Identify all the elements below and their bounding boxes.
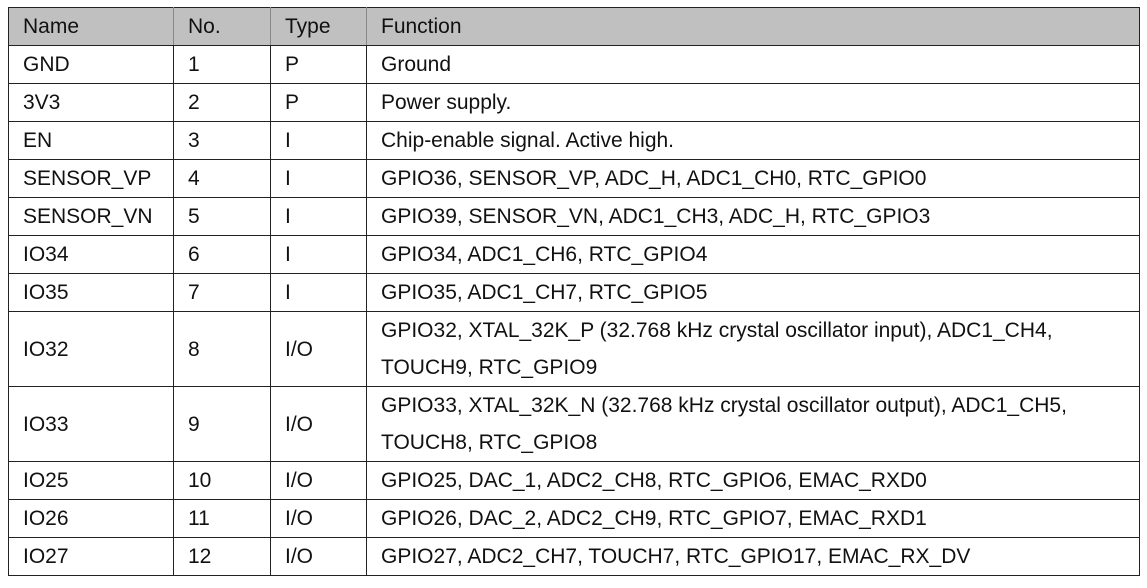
cell-no: 7 bbox=[173, 273, 271, 312]
header-row: Name No. Type Function bbox=[8, 7, 1140, 46]
cell-name: GND bbox=[8, 45, 174, 84]
header-name: Name bbox=[8, 7, 174, 46]
cell-type: I bbox=[270, 235, 367, 274]
cell-name: IO26 bbox=[8, 499, 174, 538]
table-row: SENSOR_VN 5 I GPIO39, SENSOR_VN, ADC1_CH3, … bbox=[8, 197, 1140, 236]
table-row: IO27 12 I/O GPIO27, ADC2_CH7, TOUCH7, RTC_G… bbox=[8, 537, 1140, 576]
cell-no: 6 bbox=[173, 235, 271, 274]
cell-name: IO25 bbox=[8, 461, 174, 500]
cell-function: GPIO25, DAC_1, ADC2_CH8, RTC_GPIO6, EMAC… bbox=[366, 461, 1140, 500]
cell-name: SENSOR_VP bbox=[8, 159, 174, 198]
cell-no: 9 bbox=[173, 386, 271, 462]
cell-function: Chip-enable signal. Active high. bbox=[366, 121, 1140, 160]
table-row: IO32 8 I/O GPIO32, XTAL_32K_P (32.768 kHz c… bbox=[8, 311, 1140, 387]
cell-name: SENSOR_VN bbox=[8, 197, 174, 236]
cell-type: I bbox=[270, 159, 367, 198]
cell-no: 5 bbox=[173, 197, 271, 236]
cell-no: 3 bbox=[173, 121, 271, 160]
cell-no: 10 bbox=[173, 461, 271, 500]
cell-function: Ground bbox=[366, 45, 1140, 84]
cell-type: I/O bbox=[270, 461, 367, 500]
cell-type: P bbox=[270, 83, 367, 122]
cell-name: IO27 bbox=[8, 537, 174, 576]
cell-name: IO34 bbox=[8, 235, 174, 274]
header-function: Function bbox=[366, 7, 1140, 46]
table-row: 3V3 2 P Power supply. bbox=[8, 83, 1140, 122]
header-no: No. bbox=[173, 7, 271, 46]
cell-function: GPIO26, DAC_2, ADC2_CH9, RTC_GPIO7, EMAC… bbox=[366, 499, 1140, 538]
cell-no: 2 bbox=[173, 83, 271, 122]
table-row: IO35 7 I GPIO35, ADC1_CH7, RTC_GPIO5 bbox=[8, 273, 1140, 312]
cell-no: 1 bbox=[173, 45, 271, 84]
cell-type: I bbox=[270, 197, 367, 236]
cell-function: GPIO39, SENSOR_VN, ADC1_CH3, ADC_H, RTC_… bbox=[366, 197, 1140, 236]
cell-type: I/O bbox=[270, 311, 367, 387]
pin-table: Name No. Type Function GND 1 P Ground 3V3 2 P P… bbox=[8, 7, 1140, 576]
table-row: SENSOR_VP 4 I GPIO36, SENSOR_VP, ADC_H, ADC… bbox=[8, 159, 1140, 198]
cell-type: P bbox=[270, 45, 367, 84]
cell-function: GPIO33, XTAL_32K_N (32.768 kHz crystal o… bbox=[366, 386, 1140, 462]
cell-function: GPIO34, ADC1_CH6, RTC_GPIO4 bbox=[366, 235, 1140, 274]
cell-no: 11 bbox=[173, 499, 271, 538]
cell-name: IO33 bbox=[8, 386, 174, 462]
cell-function: GPIO32, XTAL_32K_P (32.768 kHz crystal o… bbox=[366, 311, 1140, 387]
cell-name: 3V3 bbox=[8, 83, 174, 122]
header-type: Type bbox=[270, 7, 367, 46]
cell-function: GPIO27, ADC2_CH7, TOUCH7, RTC_GPIO17, EM… bbox=[366, 537, 1140, 576]
table-row: IO34 6 I GPIO34, ADC1_CH6, RTC_GPIO4 bbox=[8, 235, 1140, 274]
cell-type: I bbox=[270, 273, 367, 312]
table-row: EN 3 I Chip-enable signal. Active high. bbox=[8, 121, 1140, 160]
cell-function: GPIO36, SENSOR_VP, ADC_H, ADC1_CH0, RTC_… bbox=[366, 159, 1140, 198]
cell-type: I/O bbox=[270, 537, 367, 576]
cell-name: IO35 bbox=[8, 273, 174, 312]
cell-no: 4 bbox=[173, 159, 271, 198]
cell-function: Power supply. bbox=[366, 83, 1140, 122]
table-row: IO25 10 I/O GPIO25, DAC_1, ADC2_CH8, RTC_GP… bbox=[8, 461, 1140, 500]
cell-no: 12 bbox=[173, 537, 271, 576]
cell-name: EN bbox=[8, 121, 174, 160]
cell-type: I/O bbox=[270, 499, 367, 538]
cell-no: 8 bbox=[173, 311, 271, 387]
cell-type: I/O bbox=[270, 386, 367, 462]
table-row: GND 1 P Ground bbox=[8, 45, 1140, 84]
cell-type: I bbox=[270, 121, 367, 160]
cell-function: GPIO35, ADC1_CH7, RTC_GPIO5 bbox=[366, 273, 1140, 312]
cell-name: IO32 bbox=[8, 311, 174, 387]
table-row: IO33 9 I/O GPIO33, XTAL_32K_N (32.768 kHz c… bbox=[8, 386, 1140, 462]
table-row: IO26 11 I/O GPIO26, DAC_2, ADC2_CH9, RTC_GP… bbox=[8, 499, 1140, 538]
